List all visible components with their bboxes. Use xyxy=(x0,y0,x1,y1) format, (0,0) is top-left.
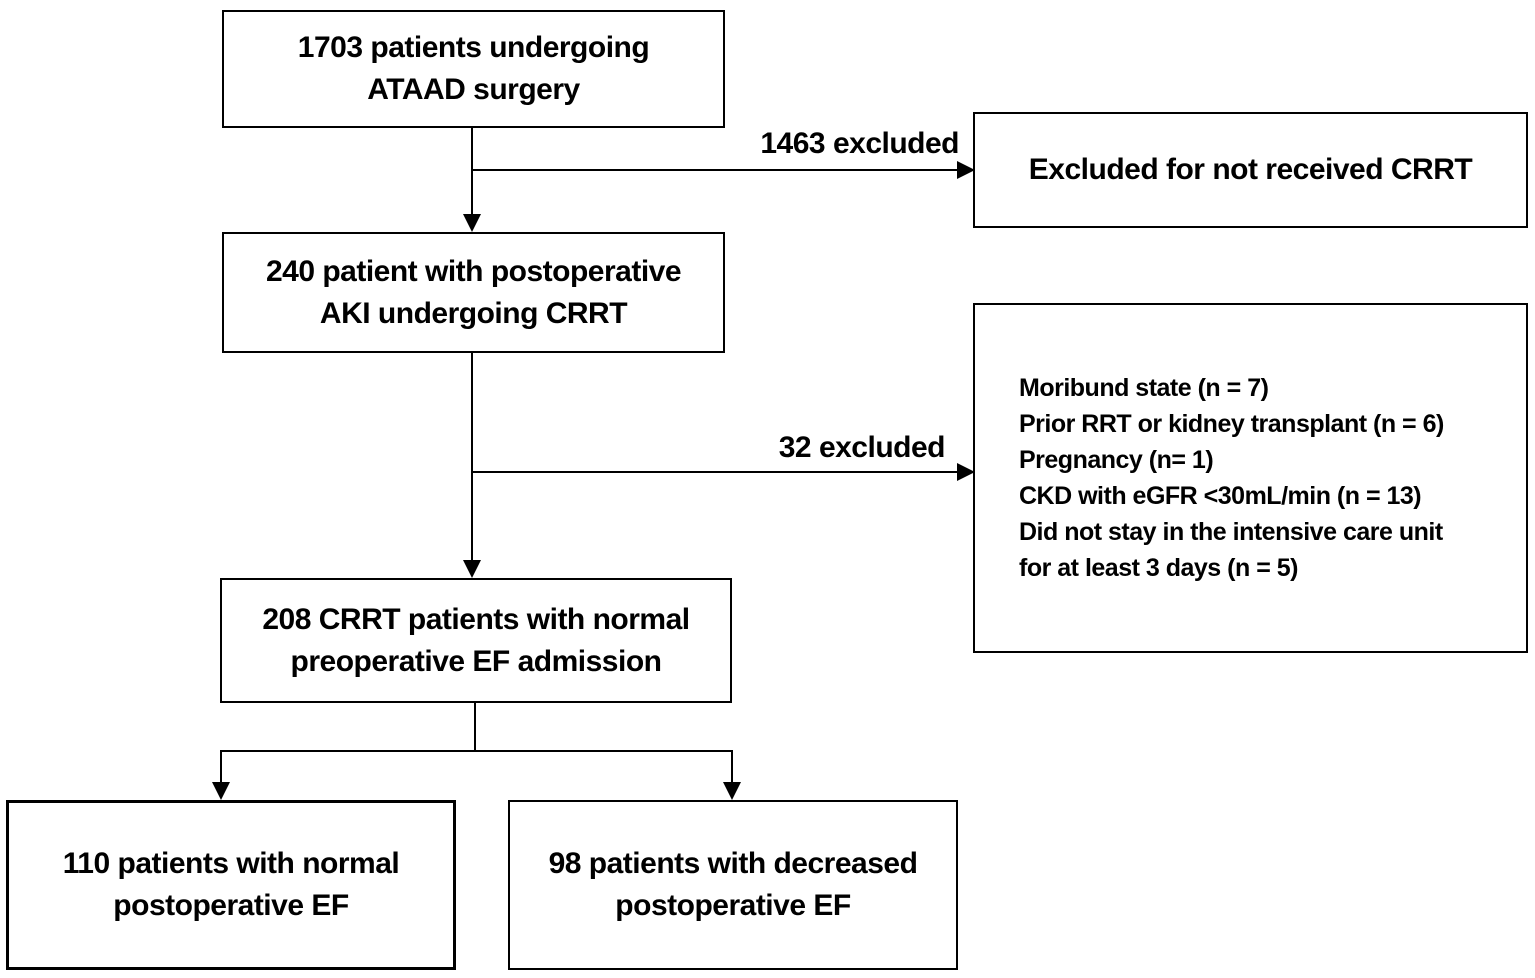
exclusion-reason-icu-stay: Did not stay in the intensive care unit … xyxy=(1019,518,1443,582)
edge-split-bar xyxy=(221,750,733,752)
box-decreased-postop-ef: 98 patients with decreased postoperative… xyxy=(508,800,958,970)
edge-total-to-aki xyxy=(471,128,473,216)
exclusion-reason-ckd: CKD with eGFR <30mL/min (n = 13) xyxy=(1019,482,1422,510)
arrowhead-down-to-preop-icon xyxy=(463,560,481,578)
arrowhead-down-decreased-postop-icon xyxy=(723,782,741,800)
exclusion-reason-moribund: Moribund state (n = 7) xyxy=(1019,374,1269,402)
box-excluded-no-crrt: Excluded for not received CRRT xyxy=(973,112,1528,228)
arrowhead-down-to-aki-icon xyxy=(463,214,481,232)
edge-to-exclusion-reasons xyxy=(473,471,957,473)
box-normal-preop-ef: 208 CRRT patients with normal preoperati… xyxy=(220,578,732,703)
exclusion-reason-pregnancy: Pregnancy (n= 1) xyxy=(1019,446,1214,474)
box-total-patients: 1703 patients undergoing ATAAD surgery xyxy=(222,10,725,128)
edge-drop-left xyxy=(220,750,222,786)
edge-to-excluded-no-crrt xyxy=(473,169,957,171)
box-normal-postop-ef: 110 patients with normal postoperative E… xyxy=(6,800,456,970)
edge-preop-stem xyxy=(474,703,476,752)
arrowhead-right-excluded-no-crrt-icon xyxy=(957,161,975,179)
label-1463-excluded: 1463 excluded xyxy=(760,127,959,160)
box-aki-undergoing-crrt: 240 patient with postoperative AKI under… xyxy=(222,232,725,353)
edge-aki-to-preop xyxy=(471,353,473,561)
arrowhead-right-exclusion-reasons-icon xyxy=(957,463,975,481)
box-exclusion-reasons: Moribund state (n = 7) Prior RRT or kidn… xyxy=(973,303,1528,653)
label-32-excluded: 32 excluded xyxy=(778,431,946,464)
exclusion-reason-prior-rrt: Prior RRT or kidney transplant (n = 6) xyxy=(1019,410,1444,438)
arrowhead-down-normal-postop-icon xyxy=(212,782,230,800)
edge-drop-right xyxy=(731,750,733,786)
